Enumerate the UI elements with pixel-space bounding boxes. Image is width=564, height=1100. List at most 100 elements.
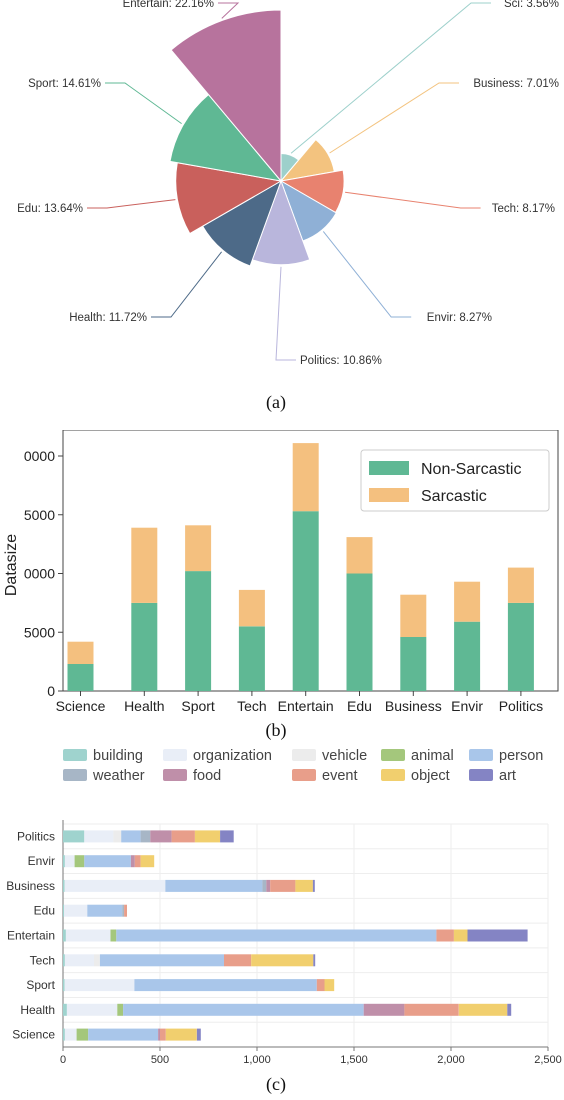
pie-label-entertain: Entertain: 22.16% (123, 0, 214, 10)
caption-b: (b) (266, 720, 287, 740)
bar-person-sport (134, 979, 317, 992)
legend-b: Non-Sarcastic Sarcastic (360, 449, 550, 512)
bar-art-politics (220, 830, 234, 843)
bar-art-health (507, 1003, 512, 1016)
bar-building-health (63, 1003, 67, 1016)
bar-organization-politics (84, 830, 114, 843)
x-tick-label: Sport (181, 698, 215, 714)
pie-label-tech: Tech: 8.17% (492, 203, 555, 215)
bar-event-envir (134, 855, 141, 868)
bar-sarcastic-business (400, 594, 427, 637)
pie-label-sci: Sci: 3.56% (504, 0, 559, 10)
bar-non-sarcastic-science (67, 664, 94, 691)
leader-line-sport (105, 82, 182, 125)
y-tick-label: 0000 (24, 448, 55, 464)
bar-person-science (88, 1028, 158, 1041)
bar-object-tech (251, 954, 314, 967)
y-tick-label: Edu (34, 904, 55, 918)
x-tick-label: 500 (151, 1054, 169, 1066)
bar-sarcastic-health (131, 527, 158, 603)
bar-non-sarcastic-business (400, 636, 427, 691)
legend-label-food: food (193, 768, 221, 784)
bar-person-health (123, 1003, 364, 1016)
bar-event-edu (124, 904, 127, 917)
bar-organization-edu (64, 904, 88, 917)
pie-label-health: Health: 11.72% (69, 312, 147, 324)
bar-event-science (160, 1028, 166, 1041)
bar-art-tech (313, 954, 316, 967)
caption-a: (a) (266, 392, 286, 413)
horizontal-bar-chart-c: building organization vehicle animal person w… (6, 748, 561, 1095)
bar-food-business (266, 879, 271, 892)
pie-label-politics: Politics: 10.86% (300, 355, 382, 367)
bar-sarcastic-entertain (292, 443, 319, 512)
x-tick-label: Envir (451, 698, 483, 714)
bar-event-business (270, 879, 296, 892)
x-tick-label: Business (385, 698, 442, 714)
bar-building-edu (63, 904, 64, 917)
legend-swatch-person (469, 749, 493, 761)
legend-label-object: object (411, 768, 450, 784)
legend-label-organization: organization (193, 748, 272, 764)
pie-slice-sport (169, 93, 283, 182)
legend-swatch-art (469, 769, 493, 781)
bar-art-entertain (467, 929, 528, 942)
bar-non-sarcastic-health (131, 602, 158, 691)
bar-non-sarcastic-edu (346, 573, 373, 691)
x-tick-label: Politics (499, 698, 543, 714)
bar-building-tech (63, 954, 65, 967)
y-tick-label: 0000 (24, 566, 55, 582)
legend-label-weather: weather (92, 768, 145, 784)
bar-event-tech (224, 954, 252, 967)
bar-building-business (63, 879, 65, 892)
bar-weather-politics (140, 830, 151, 843)
bar-object-entertain (453, 929, 468, 942)
bar-organization-envir (64, 855, 75, 868)
bar-organization-entertain (65, 929, 111, 942)
y-axis-label: Datasize (3, 534, 20, 596)
legend-label-non-sarcastic: Non-Sarcastic (421, 461, 521, 478)
bar-weather-business (262, 879, 267, 892)
leader-line-health (151, 251, 222, 318)
bar-building-sport (63, 979, 65, 992)
bar-animal-health (117, 1003, 124, 1016)
bar-event-health (404, 1003, 459, 1016)
pie-label-edu: Edu: 13.64% (17, 203, 83, 215)
leader-line-edu (87, 199, 176, 209)
bar-organization-health (66, 1003, 118, 1016)
y-tick-label: Envir (28, 854, 55, 868)
bar-animal-entertain (110, 929, 117, 942)
bar-non-sarcastic-tech (238, 626, 265, 691)
bar-building-entertain (63, 929, 66, 942)
legend-swatch-non-sarcastic (369, 461, 409, 475)
x-tick-label: Health (124, 698, 164, 714)
bar-organization-business (64, 879, 166, 892)
leader-line-sci (290, 2, 491, 154)
y-tick-label: 5000 (24, 507, 55, 523)
bar-vehicle-tech (94, 954, 100, 967)
y-tick-label: Politics (17, 829, 55, 843)
x-tick-label: 0 (60, 1054, 66, 1066)
y-tick-label: Health (20, 1003, 55, 1017)
x-tick-label: Edu (347, 698, 372, 714)
pie-label-envir: Envir: 8.27% (427, 312, 492, 324)
pie-label-sport: Sport: 14.61% (28, 78, 101, 90)
bar-sarcastic-edu (346, 537, 373, 574)
pie-label-business: Business: 7.01% (473, 78, 559, 90)
legend-label-event: event (322, 768, 357, 784)
bar-food-politics (150, 830, 172, 843)
x-tick-label: 1,500 (340, 1054, 368, 1066)
legend-swatch-food (163, 769, 187, 781)
legend-label-animal: animal (411, 748, 454, 764)
bar-art-business (312, 879, 315, 892)
legend-label-art: art (499, 768, 516, 784)
bar-non-sarcastic-entertain (292, 511, 319, 691)
bar-sarcastic-sport (185, 525, 212, 572)
bar-person-edu (87, 904, 123, 917)
bar-event-politics (171, 830, 195, 843)
bar-object-science (165, 1028, 197, 1041)
legend-swatch-event (292, 769, 316, 781)
legend-swatch-building (63, 749, 87, 761)
pie-chart-a: Sci: 3.56% Business: 7.01% Tech: 8.17% Envi… (17, 0, 559, 413)
